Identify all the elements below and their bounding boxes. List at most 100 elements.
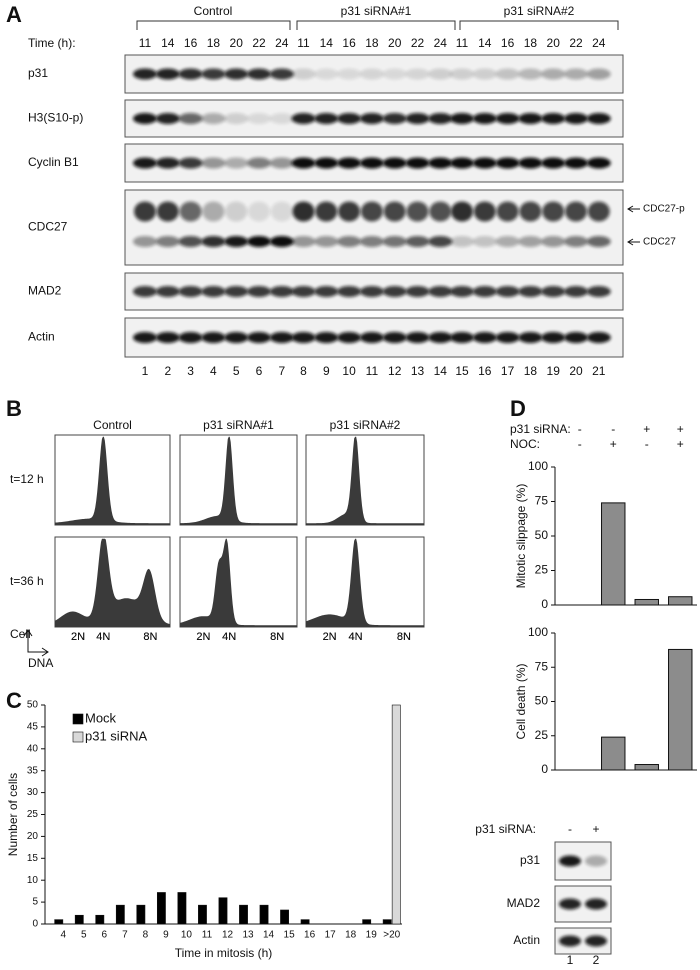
bar <box>136 904 146 925</box>
band <box>541 157 566 169</box>
x-tick-label: 8N <box>270 631 284 643</box>
band <box>269 68 294 80</box>
band <box>405 113 430 124</box>
y-tick-label: 45 <box>27 722 39 733</box>
band <box>473 201 496 222</box>
histogram-frame <box>179 434 298 526</box>
time-tick: 11 <box>139 36 152 50</box>
row-label: Cyclin B1 <box>28 155 79 169</box>
band <box>406 201 429 222</box>
bar <box>382 919 392 925</box>
x-tick-label: 10 <box>181 930 193 941</box>
band <box>178 113 203 124</box>
x-tick-label: 2N <box>71 631 85 643</box>
band <box>359 113 384 124</box>
row-label: Actin <box>513 933 540 947</box>
band <box>586 332 611 343</box>
x-tick-label: 2N <box>323 631 337 643</box>
band <box>359 332 384 343</box>
band <box>586 236 611 247</box>
band <box>519 201 542 222</box>
time-tick: 16 <box>342 36 356 50</box>
time-tick: 24 <box>434 36 448 50</box>
band <box>224 332 249 343</box>
x-tick-label: 8N <box>270 631 284 643</box>
condition-label: NOC: <box>510 437 540 451</box>
band <box>472 332 497 343</box>
bar <box>259 904 269 925</box>
lane-sign: + <box>592 822 599 836</box>
band <box>405 286 430 297</box>
lane-number: 6 <box>256 364 263 378</box>
band <box>359 286 384 297</box>
y-axis-label: Number of cells <box>6 773 20 856</box>
column-title: Control <box>93 418 132 432</box>
band <box>450 286 474 297</box>
bar <box>280 909 289 925</box>
band <box>541 286 566 297</box>
band <box>269 113 294 124</box>
time-tick: 20 <box>230 36 244 50</box>
bar <box>95 914 105 925</box>
time-tick: 22 <box>252 36 266 50</box>
row-label: p31 <box>28 66 48 80</box>
band <box>450 113 474 124</box>
band <box>472 68 497 80</box>
time-tick: 24 <box>275 36 289 50</box>
band <box>518 68 543 80</box>
bar <box>198 904 207 925</box>
band <box>585 898 607 910</box>
band <box>382 332 407 343</box>
band <box>518 236 543 247</box>
band <box>586 68 611 80</box>
band <box>428 286 453 297</box>
band <box>428 236 453 247</box>
band <box>428 332 453 343</box>
lane-sign: - <box>568 822 572 836</box>
histogram <box>306 538 424 627</box>
x-tick-label: 4N <box>349 631 363 643</box>
condition-sign: - <box>611 422 615 436</box>
legend-label: Mock <box>85 710 117 725</box>
lane-number: 1 <box>567 953 574 967</box>
band <box>291 68 316 80</box>
histogram-frame <box>179 536 298 628</box>
band <box>450 157 474 169</box>
band <box>564 157 588 169</box>
histogram-frame <box>305 434 425 526</box>
x-tick-label: 11 <box>202 930 213 941</box>
band <box>495 236 520 247</box>
lane-number: 7 <box>278 364 285 378</box>
panel-label: C <box>6 688 22 713</box>
axis <box>554 467 697 606</box>
band <box>382 236 407 247</box>
y-tick-label: 10 <box>27 875 39 886</box>
blot-frame <box>124 189 624 266</box>
band <box>559 935 581 947</box>
band <box>450 68 474 80</box>
x-tick-label: 9 <box>163 930 169 941</box>
band <box>585 855 607 867</box>
band <box>269 332 294 343</box>
band <box>564 286 588 297</box>
band <box>472 157 497 169</box>
axis-label: Cell <box>10 627 31 641</box>
band <box>247 113 271 124</box>
band <box>155 113 180 124</box>
y-tick-label: 50 <box>535 528 549 542</box>
band <box>428 68 453 80</box>
time-tick: 24 <box>592 36 606 50</box>
band <box>155 332 180 343</box>
lane-number: 13 <box>411 364 425 378</box>
y-tick-label: 50 <box>535 694 549 708</box>
lane-number: 3 <box>187 364 194 378</box>
lane-number: 14 <box>434 364 448 378</box>
y-tick-label: 20 <box>27 831 39 842</box>
y-tick-label: 15 <box>27 853 39 864</box>
x-tick-label: 4N <box>349 631 363 643</box>
y-tick-label: 40 <box>27 743 39 754</box>
band <box>337 157 362 169</box>
band <box>564 68 588 80</box>
time-tick: 16 <box>501 36 515 50</box>
x-axis-label: Time in mitosis (h) <box>175 946 273 960</box>
